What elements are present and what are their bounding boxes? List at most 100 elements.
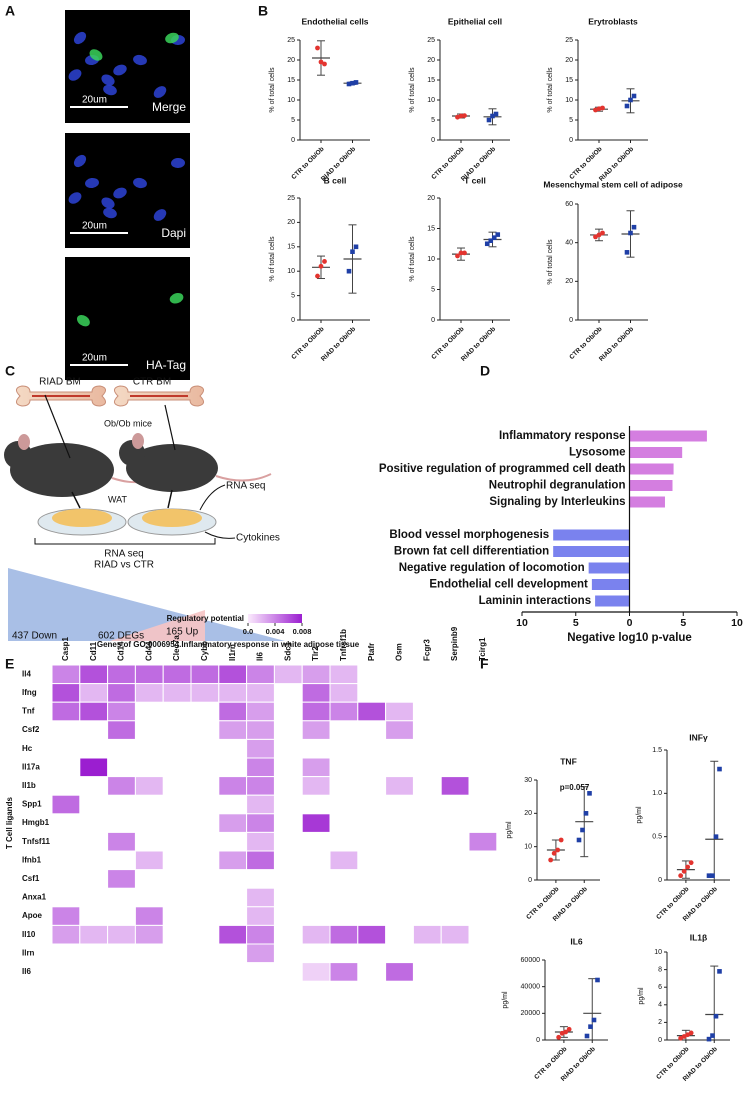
row-label: Spp1	[22, 800, 42, 809]
column-label: Cd14	[117, 641, 126, 661]
y-axis-label: pg/ml	[502, 991, 509, 1009]
heatmap-cell	[301, 683, 331, 703]
row-label: Il17a	[22, 762, 40, 771]
point	[353, 80, 359, 85]
nucleus	[153, 86, 167, 98]
point	[713, 834, 719, 839]
chart-title: Mesenchymal stem cell of adipose	[543, 179, 683, 189]
column-label: Osm	[395, 643, 404, 661]
y-tick-label: 20	[427, 57, 435, 64]
heatmap-cell	[190, 683, 220, 703]
x-tick-label: CTR to Ob/Ob	[568, 326, 603, 361]
bar	[553, 529, 630, 541]
x-tick-label: RIAD to Ob/Ob	[598, 146, 635, 183]
heatmap-cell	[301, 776, 331, 796]
point	[706, 873, 712, 878]
point	[555, 847, 561, 853]
arrow	[204, 531, 236, 539]
column-label: Tlr2	[311, 646, 320, 661]
label: 602 DEGs	[98, 631, 144, 642]
y-tick-label: 0	[291, 317, 295, 324]
x-tick-label: CTR to Ob/Ob	[290, 326, 325, 361]
chart-title: IL1β	[690, 932, 707, 942]
nucleus	[73, 31, 87, 45]
point	[593, 234, 598, 240]
y-axis-label: T Cell ligands	[5, 797, 14, 850]
heatmap-cell	[218, 813, 248, 833]
bar	[629, 496, 665, 508]
point	[318, 263, 324, 269]
chart-title: IL6	[570, 936, 583, 946]
point	[681, 868, 687, 874]
heatmap-cell	[107, 831, 136, 852]
nucleus	[73, 154, 87, 168]
colorbar-tick-label: 0.008	[293, 627, 312, 636]
y-tick-label: 20	[565, 57, 573, 64]
y-tick-label: 60000	[521, 957, 541, 964]
heatmap-cell	[51, 924, 81, 945]
label: WAT	[108, 494, 127, 504]
heatmap-cell	[246, 757, 275, 778]
row-label: Il10	[22, 930, 36, 939]
y-tick-label: 4	[658, 1002, 662, 1009]
heatmap-cell	[218, 683, 248, 703]
y-tick-label: 15	[565, 77, 573, 84]
heatmap-cell	[218, 720, 248, 740]
y-tick-label: 10	[524, 844, 532, 851]
y-tick-label: 20	[287, 219, 295, 226]
chart-title: T cell	[464, 175, 486, 185]
point	[462, 250, 467, 256]
heatmap-cell	[329, 962, 359, 982]
heatmap-cell	[246, 701, 275, 722]
x-axis-label: Negative log10 p-value	[567, 632, 692, 644]
nucleus	[133, 54, 147, 66]
tissue	[142, 509, 202, 527]
x-tick-label: 5	[573, 617, 579, 629]
heatmap-cell	[273, 664, 303, 685]
point	[486, 117, 492, 123]
arrow	[71, 491, 81, 509]
y-tick-label: 20	[427, 195, 435, 202]
bar	[553, 546, 630, 557]
x-tick-label: RIAD to Ob/Ob	[320, 326, 357, 363]
point	[580, 827, 585, 833]
x-tick-label: CTR to Ob/Ob	[430, 146, 465, 181]
heatmap-cell	[329, 683, 359, 703]
y-tick-label: 1.5	[652, 747, 662, 754]
heatmap-cell	[440, 776, 470, 796]
column-label: Clec7a	[172, 635, 181, 661]
y-axis-label: % of total cells	[409, 67, 416, 113]
mouse	[10, 443, 114, 497]
heatmap-cell	[385, 720, 414, 740]
y-tick-label: 40	[565, 240, 573, 247]
column-label: Il1rn	[228, 644, 237, 661]
y-tick-label: 5	[291, 292, 295, 299]
category-label: Endothelial cell development	[429, 579, 588, 591]
point	[493, 111, 499, 117]
heatmap-cell	[51, 664, 81, 685]
y-tick-label: 25	[427, 37, 435, 44]
y-tick-label: 0	[528, 877, 532, 884]
point	[631, 93, 637, 99]
point	[713, 1013, 719, 1019]
image-label: Merge	[152, 100, 186, 114]
row-label: Tnf	[22, 707, 35, 716]
arrow	[199, 484, 226, 511]
point	[628, 230, 633, 236]
colorbar-tick-label: 0.004	[266, 627, 286, 636]
point	[322, 259, 327, 264]
row-label: Ifng	[22, 688, 37, 697]
point	[596, 232, 602, 238]
point	[556, 1034, 562, 1040]
arrow	[164, 404, 176, 451]
heatmap-cell	[246, 776, 275, 796]
image-label: Dapi	[161, 226, 186, 240]
point	[588, 1024, 593, 1029]
colorbar-label: Regulatory potential	[167, 614, 244, 623]
y-tick-label: 20	[524, 810, 532, 817]
bar	[629, 430, 707, 442]
heatmap-cell	[329, 850, 359, 871]
point	[455, 253, 460, 259]
y-tick-label: 0	[431, 317, 435, 324]
